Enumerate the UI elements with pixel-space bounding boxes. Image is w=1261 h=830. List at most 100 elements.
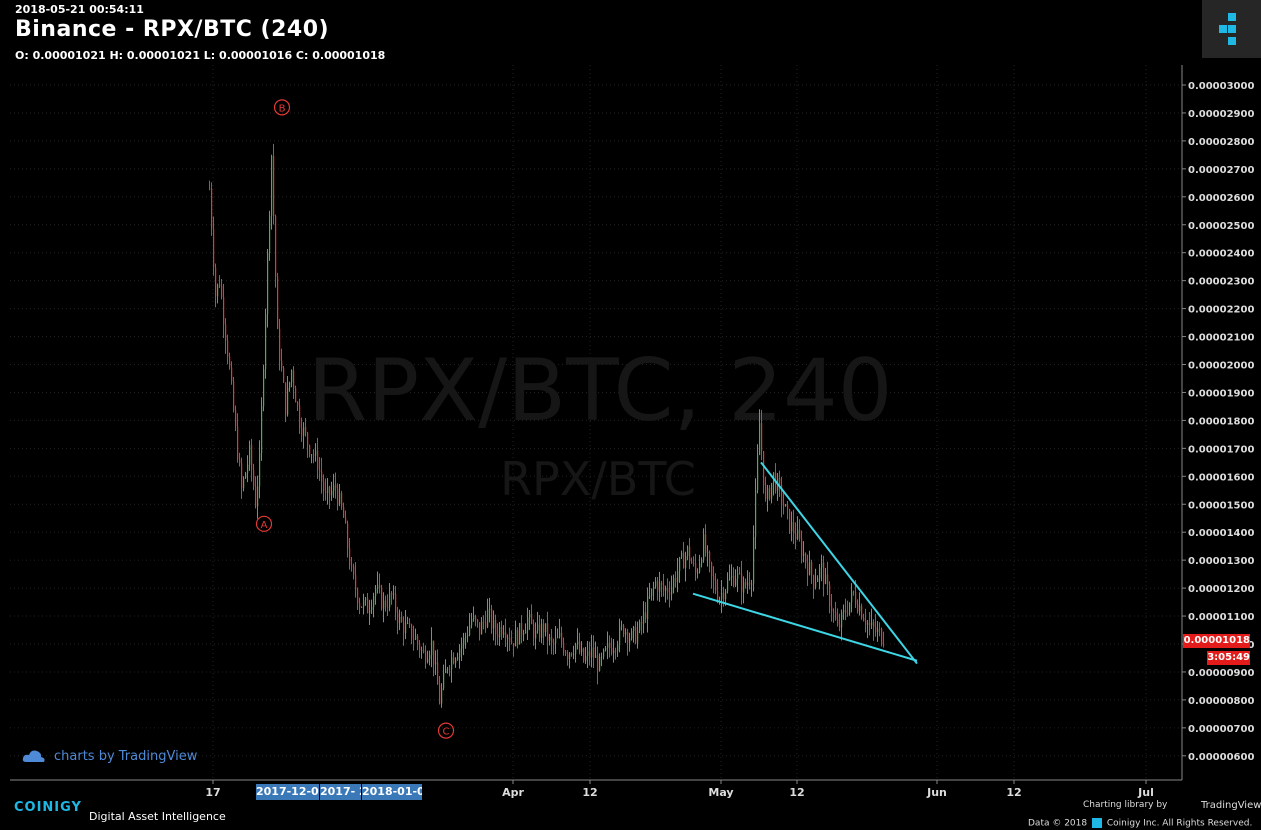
candle-body xyxy=(363,600,365,607)
candle-body xyxy=(829,584,831,607)
tradingview-watermark[interactable]: charts by TradingView xyxy=(22,748,197,764)
candle-body xyxy=(687,546,689,556)
candle-body xyxy=(815,581,817,588)
candle-body xyxy=(497,634,499,638)
coinigy-logo-button[interactable] xyxy=(1202,0,1261,58)
candle-body xyxy=(357,589,359,604)
candle-body xyxy=(475,616,477,620)
candle-body xyxy=(277,276,279,329)
y-tick-label: 0.00002200 xyxy=(1188,305,1254,316)
candle-body xyxy=(597,655,599,671)
candle-body xyxy=(867,622,869,625)
candle-body xyxy=(343,507,345,518)
candle-body xyxy=(705,534,707,553)
candle-body xyxy=(503,632,505,635)
candle-body xyxy=(697,571,699,574)
candle-body xyxy=(613,650,615,654)
candle-body xyxy=(563,642,565,653)
candle-body xyxy=(499,626,501,638)
candle-body xyxy=(325,491,327,494)
candle-body xyxy=(781,485,783,504)
candle-body xyxy=(389,592,391,608)
y-tick-label: 0.00000700 xyxy=(1188,724,1254,735)
candle-body xyxy=(671,587,673,595)
candle-body xyxy=(297,402,299,406)
candle-body xyxy=(579,641,581,653)
wave-label-a[interactable]: A xyxy=(255,515,273,532)
candle-body xyxy=(701,560,703,564)
wave-label-circle xyxy=(273,99,291,116)
candle-body xyxy=(367,598,369,614)
wave-label-text: B xyxy=(279,103,286,114)
candle-body xyxy=(257,486,259,507)
candle-body xyxy=(379,584,381,588)
candle-body xyxy=(543,623,545,633)
candle-body xyxy=(531,614,533,624)
candle-body xyxy=(341,493,343,508)
candle-body xyxy=(585,655,587,662)
candle-body xyxy=(803,553,805,556)
candle-body xyxy=(753,536,755,584)
trendline[interactable] xyxy=(760,461,918,665)
y-tick-label: 0.00001400 xyxy=(1188,528,1254,539)
candle-body xyxy=(633,627,635,632)
candle-body xyxy=(463,637,465,645)
candle-body xyxy=(617,645,619,651)
candle-body xyxy=(301,428,303,436)
wave-label-text: C xyxy=(443,727,450,738)
candle-body xyxy=(861,605,863,619)
candle-body xyxy=(639,621,641,631)
candle-body xyxy=(807,562,809,575)
candle-body xyxy=(485,621,487,627)
candle-body xyxy=(691,561,693,564)
candle-body xyxy=(457,657,459,660)
y-tick-label: 0.00000900 xyxy=(1188,668,1254,679)
candle-body xyxy=(405,622,407,633)
candle-body xyxy=(871,622,873,626)
candle-body xyxy=(267,252,269,315)
candle-body xyxy=(835,612,837,620)
candle-body xyxy=(575,643,577,655)
candle-body xyxy=(795,533,797,539)
candle-body xyxy=(403,621,405,633)
candle-body xyxy=(731,575,733,578)
candle-body xyxy=(709,551,711,563)
candle-body xyxy=(601,656,603,658)
candle-body xyxy=(371,607,373,611)
timestamp: 2018-05-21 00:54:11 xyxy=(15,3,144,16)
candle-body xyxy=(433,640,435,665)
candle-body xyxy=(843,610,845,613)
candle-body xyxy=(849,602,851,614)
candle-body xyxy=(837,619,839,625)
candle-body xyxy=(721,592,723,600)
candle-body xyxy=(459,648,461,658)
wave-label-b[interactable]: B xyxy=(273,99,291,116)
candle-body xyxy=(743,581,745,593)
candle-body xyxy=(841,612,843,628)
candle-body xyxy=(451,657,453,670)
candle-body xyxy=(229,356,231,368)
wave-label-c[interactable]: C xyxy=(437,722,455,739)
candle-body xyxy=(515,629,517,647)
candle-body xyxy=(409,622,411,625)
tradingview-credit-link[interactable]: TradingView xyxy=(1201,800,1261,811)
candle-body xyxy=(339,493,341,504)
candle-body xyxy=(525,630,527,634)
candle-body xyxy=(663,585,665,591)
coinigy-brand[interactable]: COINIGY xyxy=(14,800,82,815)
candle-body xyxy=(449,668,451,670)
candle-body xyxy=(605,647,607,650)
candle-body xyxy=(269,215,271,253)
candle-body xyxy=(347,523,349,549)
candle-body xyxy=(215,267,217,297)
candle-body xyxy=(381,587,383,609)
candle-body xyxy=(377,584,379,589)
candle-body xyxy=(735,578,737,586)
candle-body xyxy=(583,648,585,662)
candle-body xyxy=(253,469,255,487)
candle-body xyxy=(303,426,305,436)
candle-body xyxy=(725,590,727,600)
trendline[interactable] xyxy=(692,592,918,662)
candle-body xyxy=(681,552,683,558)
